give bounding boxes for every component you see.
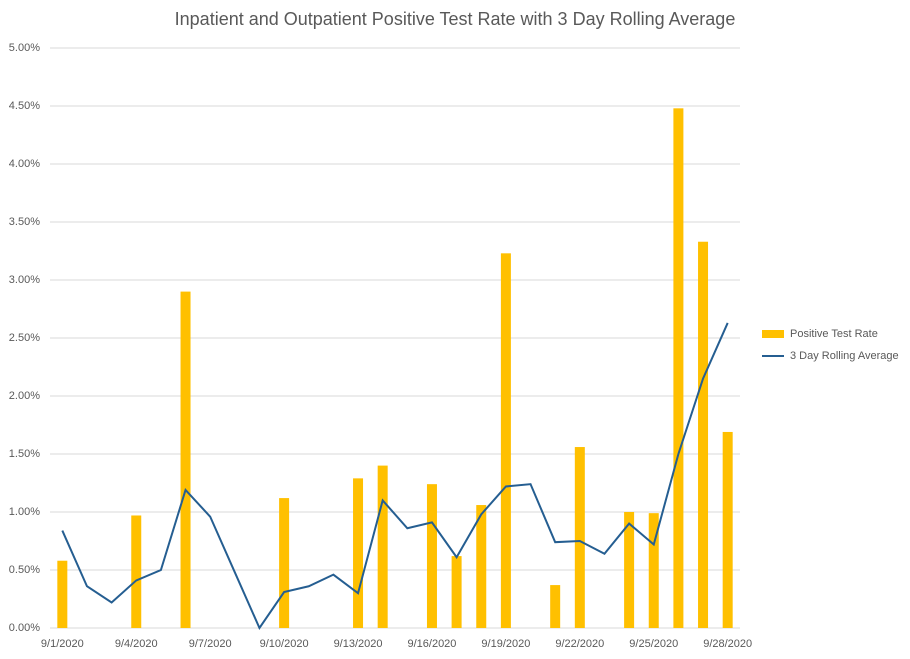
x-tick-label: 9/19/2020 [481, 638, 530, 650]
x-tick-label: 9/10/2020 [260, 638, 309, 650]
bar [574, 447, 585, 628]
bar [426, 484, 437, 628]
x-tick-label: 9/13/2020 [334, 638, 383, 650]
legend-label: Positive Test Rate [790, 328, 878, 340]
legend-swatch [762, 330, 784, 338]
bar [180, 291, 191, 628]
bar [722, 431, 733, 628]
y-tick-label: 1.50% [9, 448, 40, 460]
bar [476, 505, 487, 628]
y-tick-label: 0.50% [9, 564, 40, 576]
bar [624, 512, 635, 628]
bar [550, 585, 561, 628]
x-tick-label: 9/16/2020 [407, 638, 456, 650]
y-tick-label: 4.50% [9, 100, 40, 112]
x-tick-label: 9/1/2020 [41, 638, 84, 650]
y-tick-label: 3.00% [9, 274, 40, 286]
x-tick-label: 9/22/2020 [555, 638, 604, 650]
y-tick-label: 2.50% [9, 332, 40, 344]
x-tick-label: 9/4/2020 [115, 638, 158, 650]
chart-title: Inpatient and Outpatient Positive Test R… [175, 9, 736, 29]
y-tick-label: 3.50% [9, 216, 40, 228]
bar [57, 560, 68, 628]
y-tick-label: 0.00% [9, 622, 40, 634]
bar [698, 241, 709, 628]
bar [353, 478, 364, 628]
y-tick-label: 2.00% [9, 390, 40, 402]
bar [279, 498, 290, 628]
legend-label: 3 Day Rolling Average [790, 350, 899, 362]
y-tick-label: 4.00% [9, 158, 40, 170]
line [61, 322, 729, 631]
bar [648, 513, 659, 628]
x-tick-label: 9/25/2020 [629, 638, 678, 650]
bar [451, 556, 462, 628]
y-tick-label: 5.00% [9, 42, 40, 54]
y-tick-label: 1.00% [9, 506, 40, 518]
x-tick-label: 9/28/2020 [703, 638, 752, 650]
bar [673, 108, 684, 628]
x-tick-label: 9/7/2020 [189, 638, 232, 650]
bar [500, 253, 511, 628]
bar [377, 465, 388, 628]
bar [131, 515, 142, 628]
